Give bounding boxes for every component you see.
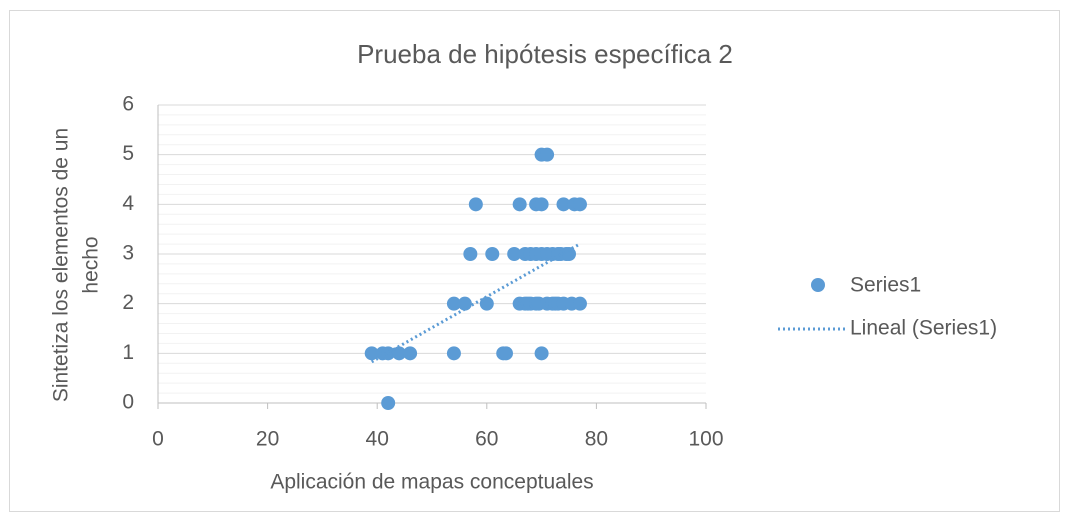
point (540, 147, 555, 162)
point (403, 346, 418, 361)
point (562, 247, 576, 261)
point (381, 396, 396, 410)
y-tick-label: 4 (122, 192, 134, 215)
x-tick-label: 80 (585, 428, 608, 451)
y-tick-label: 6 (122, 93, 134, 116)
point (572, 296, 587, 311)
y-tick-label: 1 (122, 341, 134, 364)
chart-title: Prueba de hipótesis específica 2 (357, 39, 733, 69)
point (485, 247, 500, 261)
point (512, 197, 527, 212)
legend-label: Series1 (850, 274, 921, 297)
y-tick-label: 5 (122, 142, 134, 165)
legend-marker (811, 278, 825, 292)
point (457, 296, 472, 311)
point (468, 197, 483, 212)
point (446, 296, 461, 311)
x-tick-label: 100 (688, 428, 723, 451)
y-axis-label: Sintetiza los elementos de un (50, 128, 73, 402)
point (556, 197, 571, 212)
point (364, 346, 379, 361)
point (498, 346, 513, 361)
x-axis-label: Aplicación de mapas conceptuales (270, 471, 593, 494)
legend-label: Lineal (Series1) (850, 317, 997, 340)
x-tick-label: 60 (475, 428, 498, 451)
point (534, 346, 549, 361)
point (381, 346, 396, 361)
y-tick-label: 0 (122, 391, 134, 414)
y-tick-label: 2 (122, 291, 134, 314)
x-tick-label: 40 (366, 428, 389, 451)
point (507, 247, 522, 261)
chart-frame (9, 10, 1060, 512)
point (534, 197, 549, 212)
point (446, 346, 461, 361)
y-tick-label: 3 (122, 242, 134, 265)
x-tick-label: 20 (256, 428, 279, 451)
x-tick-label: 0 (152, 428, 164, 451)
point (463, 247, 478, 261)
point (572, 197, 587, 212)
y-axis-label: hecho (80, 236, 103, 293)
point (479, 296, 494, 311)
